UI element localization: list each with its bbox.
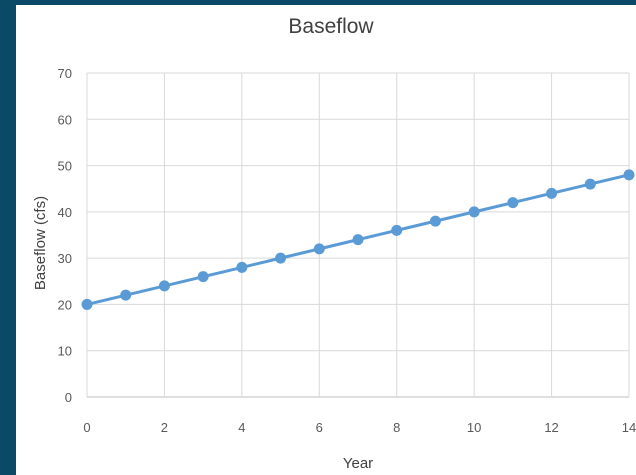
data-point — [158, 280, 170, 292]
y-tick-label: 60 — [58, 112, 72, 127]
x-tick-label: 10 — [467, 420, 481, 435]
data-point — [352, 234, 364, 246]
y-tick-label: 70 — [58, 66, 72, 81]
data-point — [236, 261, 248, 273]
x-tick-label: 2 — [161, 420, 168, 435]
data-point — [81, 298, 93, 310]
chart-title: Baseflow — [288, 15, 374, 38]
y-axis-label: Baseflow (cfs) — [32, 196, 49, 290]
y-tick-label: 40 — [58, 205, 72, 220]
x-tick-label: 0 — [83, 420, 90, 435]
chart-frame: 0 10 20 30 40 50 60 70 0 2 4 6 8 10 12 14 Baseflow Year… — [16, 5, 636, 475]
tick-labels: 0 10 20 30 40 50 60 70 0 2 4 6 8 10 12 14 — [58, 66, 636, 435]
y-tick-label: 20 — [58, 297, 72, 312]
data-series — [81, 169, 635, 310]
y-tick-label: 0 — [65, 390, 72, 405]
data-point — [197, 271, 209, 283]
data-point — [584, 178, 596, 190]
data-point — [546, 187, 558, 199]
x-axis-label: Year — [343, 455, 373, 472]
data-point — [468, 206, 480, 218]
y-tick-label: 10 — [58, 344, 72, 359]
x-tick-label: 6 — [316, 420, 323, 435]
data-point — [391, 224, 403, 236]
data-point — [313, 243, 325, 255]
x-tick-label: 4 — [238, 420, 245, 435]
x-tick-label: 8 — [393, 420, 400, 435]
data-point — [429, 215, 441, 227]
x-tick-label: 12 — [544, 420, 558, 435]
data-point — [120, 289, 132, 301]
y-tick-label: 50 — [58, 159, 72, 174]
line-chart: 0 10 20 30 40 50 60 70 0 2 4 6 8 10 12 14 Baseflow Year… — [32, 15, 636, 472]
data-point — [507, 197, 519, 209]
x-tick-label: 14 — [622, 420, 636, 435]
y-tick-label: 30 — [58, 251, 72, 266]
data-point — [623, 169, 635, 181]
data-point — [275, 252, 287, 264]
